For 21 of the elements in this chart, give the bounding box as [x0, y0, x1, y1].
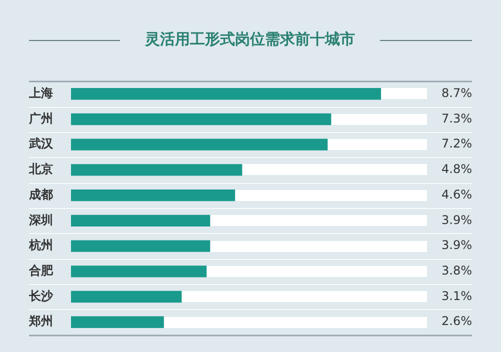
data-label: 8.7% [442, 86, 472, 100]
data-label: 7.2% [442, 136, 472, 151]
chart-title: 灵活用工形式岗位需求前十城市 [144, 30, 356, 49]
data-label: 7.3% [442, 111, 472, 126]
data-label: 2.6% [442, 314, 472, 328]
y-tick-label: 北京 [28, 162, 53, 176]
data-label: 3.9% [442, 238, 472, 252]
data-label: 3.1% [442, 288, 472, 303]
data-label: 3.9% [442, 212, 472, 227]
data-label: 3.8% [442, 264, 472, 278]
y-tick-label: 上海 [28, 86, 53, 100]
y-tick-label: 杭州 [28, 238, 53, 252]
y-tick-label: 深圳 [28, 212, 53, 227]
y-tick-label: 合肥 [28, 264, 54, 278]
y-tick-label: 广州 [28, 111, 53, 126]
data-label: 4.6% [442, 187, 472, 202]
y-tick-label: 成都 [28, 187, 53, 202]
data-label: 4.8% [442, 162, 472, 176]
y-tick-label: 郑州 [28, 314, 53, 328]
y-tick-label: 武汉 [28, 136, 54, 151]
y-tick-label: 长沙 [28, 288, 54, 303]
